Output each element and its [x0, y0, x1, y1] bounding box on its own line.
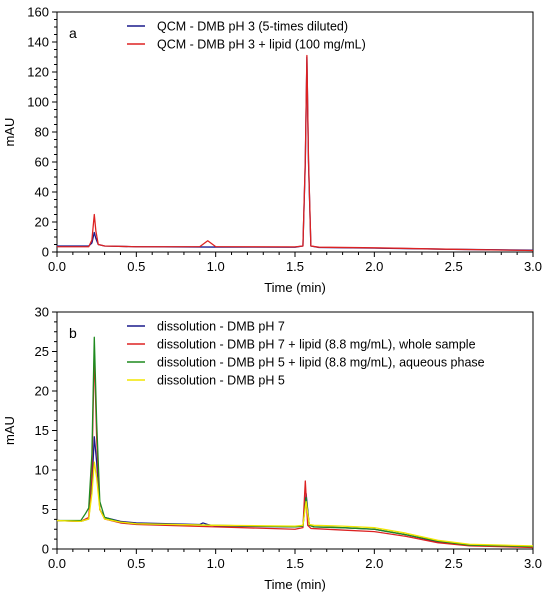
y-tick-label: 0: [42, 245, 49, 260]
legend-label-2: dissolution - DMB pH 7 + lipid (8.8 mg/m…: [157, 338, 476, 352]
legend-label-2: QCM - DMB pH 3 + lipid (100 mg/mL): [157, 38, 366, 52]
x-tick-label: 0.5: [127, 556, 145, 571]
panel-letter: b: [69, 325, 77, 341]
x-tick-label: 2.0: [365, 556, 383, 571]
series-group: [57, 54, 533, 252]
series-line-2: [57, 54, 533, 252]
y-tick-label: 120: [27, 65, 49, 80]
series-line-2: [57, 350, 533, 549]
x-tick-label: 1.0: [207, 259, 225, 274]
series-line-1: [57, 56, 533, 251]
panel-b: 0.0 0.5 1.0 1.5 2.0 2.5 3.0 0 5 10 15 20 25 30 Time (m…: [2, 305, 542, 593]
series-group: [57, 336, 533, 549]
x-tick-label: 2.5: [445, 259, 463, 274]
y-tick-label: 5: [42, 502, 49, 517]
series-line-4: [57, 461, 533, 547]
x-tick-label: 3.0: [524, 556, 542, 571]
x-tick-label: 1.5: [286, 556, 304, 571]
x-tick-label: 0.5: [127, 259, 145, 274]
x-tick-label: 1.0: [207, 556, 225, 571]
y-tick-label: 15: [35, 423, 49, 438]
y-tick-label: 30: [35, 305, 49, 320]
x-tick-label: 2.0: [365, 259, 383, 274]
x-tick-label: 1.5: [286, 259, 304, 274]
panel-a: 0.0 0.5 1.0 1.5 2.0 2.5 3.0 0 20 40 60 80 100 120 140 1…: [2, 5, 542, 296]
legend-label-1: QCM - DMB pH 3 (5-times diluted): [157, 20, 348, 34]
panel-letter: a: [69, 25, 77, 41]
x-tick-label: 0.0: [48, 259, 66, 274]
y-tick-label: 40: [35, 185, 49, 200]
x-axis-label: Time (min): [264, 577, 326, 592]
y-tick-label: 25: [35, 344, 49, 359]
x-axis-label: Time (min): [264, 280, 326, 295]
x-tick-label: 2.5: [445, 556, 463, 571]
y-tick-label: 20: [35, 384, 49, 399]
y-tick-label: 20: [35, 215, 49, 230]
y-axis-label: mAU: [2, 416, 17, 445]
legend-label-4: dissolution - DMB pH 5: [157, 374, 285, 388]
y-tick-label: 80: [35, 125, 49, 140]
y-tick-label: 0: [42, 542, 49, 557]
series-line-1: [57, 436, 533, 548]
y-tick-label: 140: [27, 35, 49, 50]
y-tick-label: 60: [35, 155, 49, 170]
legend-label-3: dissolution - DMB pH 5 + lipid (8.8 mg/m…: [157, 356, 485, 370]
x-tick-label: 0.0: [48, 556, 66, 571]
y-tick-label: 10: [35, 463, 49, 478]
legend-label-1: dissolution - DMB pH 7: [157, 320, 285, 334]
y-axis-label: mAU: [2, 118, 17, 147]
y-tick-label: 160: [27, 5, 49, 20]
y-tick-label: 100: [27, 95, 49, 110]
x-tick-label: 3.0: [524, 259, 542, 274]
